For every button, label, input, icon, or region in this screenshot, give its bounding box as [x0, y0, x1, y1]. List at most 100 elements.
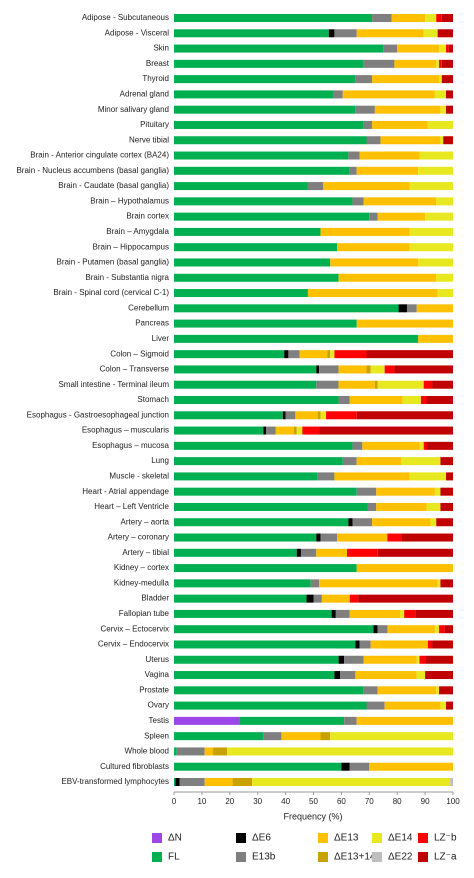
bar-segment [319, 426, 453, 435]
bar-segment [372, 14, 392, 22]
y-tick-label: Colon – Sigmoid [110, 349, 169, 358]
bar-segment [293, 426, 297, 435]
bar-segment [319, 365, 339, 374]
bar-segment [174, 778, 176, 786]
bar-segment [174, 166, 350, 175]
bar-segment [437, 579, 441, 588]
bar-segment [307, 289, 438, 298]
bar-segment [174, 655, 339, 664]
bar-segment [174, 120, 364, 129]
bar-segment [356, 411, 453, 420]
y-tick-label: Spleen [144, 731, 169, 740]
bar-segment [174, 564, 357, 573]
legend-label: ΔE14 [388, 833, 413, 844]
bar-segment [355, 640, 360, 649]
bar-segment [327, 350, 331, 359]
y-tick-label: Artery – coronary [108, 533, 169, 542]
bar-segment [174, 319, 357, 328]
y-tick-label: Breast [146, 59, 170, 68]
bar-segment [427, 120, 453, 129]
y-tick-label: Adipose - Visceral [105, 28, 170, 37]
bar-segment [174, 747, 177, 756]
bar-segment [330, 350, 335, 359]
bar-segment [175, 778, 180, 786]
bar-segment [174, 548, 297, 557]
bar-segment [174, 304, 399, 313]
bar-segment [394, 59, 437, 68]
y-tick-label: Brain cortex [126, 212, 169, 221]
bar-segment [423, 29, 438, 38]
y-tick-label: Stomach [137, 395, 169, 404]
bar-segment [363, 197, 437, 206]
y-tick-label: Nerve tibial [129, 135, 169, 144]
x-tick-label: 20 [225, 797, 234, 806]
y-tick-label: Lung [151, 456, 169, 465]
bar-segment [349, 762, 370, 771]
bar-segment [356, 29, 424, 38]
bar-segment [313, 594, 322, 603]
y-tick-label: Prostate [139, 685, 169, 694]
bar-segment [359, 640, 371, 649]
legend-label: ΔE13+14 [334, 852, 376, 863]
bar-segment [415, 609, 453, 618]
bar-segment [418, 166, 453, 175]
bar-segment [174, 594, 307, 603]
bar-segment [320, 227, 410, 236]
bar-segment [299, 350, 328, 359]
bar-segment [377, 212, 426, 221]
bar-segment [372, 75, 440, 84]
bar-segment [174, 14, 373, 22]
y-tick-label: Thyroid [142, 74, 169, 83]
bar-segment [426, 441, 453, 450]
bar-segment [425, 14, 437, 22]
y-tick-label: Testis [149, 716, 169, 725]
bar-segment [391, 14, 426, 22]
bar-segment [174, 426, 264, 435]
bar-segment [300, 548, 317, 557]
bar-segment [316, 548, 347, 557]
bar-segment [416, 671, 426, 680]
bar-segment [232, 778, 253, 786]
bar-segment [295, 411, 318, 420]
y-tick-label: Uterus [145, 655, 169, 664]
x-tick-label: 60 [337, 797, 346, 806]
bar-segment [319, 579, 438, 588]
bar-segment [398, 304, 407, 313]
bar-segment [338, 396, 350, 404]
y-tick-label: Heart – Left Ventricle [94, 502, 169, 511]
legend-swatch [236, 852, 246, 862]
legend-label: FL [168, 852, 180, 863]
y-tick-label: Cultured fibroblasts [100, 762, 169, 771]
bar-segment [401, 457, 441, 466]
legend-swatch [318, 833, 328, 843]
x-tick-label: 80 [393, 797, 402, 806]
bar-segment [346, 548, 378, 557]
bar-segment [367, 502, 377, 511]
x-axis-label: Frequency (%) [283, 811, 342, 821]
legend-swatch [372, 852, 382, 862]
bar-segment [320, 411, 327, 420]
bar-segment [380, 136, 441, 145]
bar-segment [307, 182, 324, 191]
bar-segment [352, 197, 364, 206]
bar-segment [328, 29, 335, 38]
y-tick-label: Cervix – Endocervix [98, 640, 169, 649]
legend-label: LZ⁻b [434, 833, 457, 844]
bar-segment [426, 396, 453, 404]
bar-segment [334, 472, 410, 481]
bar-segment [366, 701, 385, 710]
bar-segment [296, 548, 301, 557]
bar-segment [384, 365, 395, 374]
bar-segment [174, 136, 367, 145]
bar-segment [437, 29, 453, 38]
legend-swatch [372, 833, 382, 843]
y-tick-label: Cerebellum [128, 303, 169, 312]
y-tick-label: Artery – aorta [121, 517, 170, 526]
bar-segment [174, 29, 329, 38]
bar-segment [356, 564, 453, 573]
bar-segment [174, 227, 321, 236]
legend-swatch [152, 852, 162, 862]
bar-segment [174, 701, 367, 710]
bar-segment [174, 289, 308, 298]
